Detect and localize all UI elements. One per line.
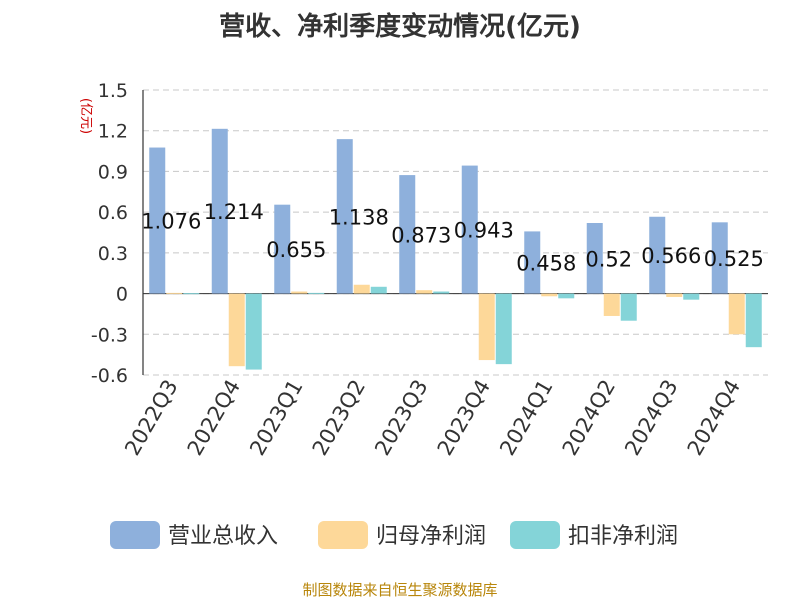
- bar-2023Q2-series-2: [353, 284, 370, 294]
- y-tick-label: 0.3: [98, 243, 128, 265]
- bar-2023Q2-series-1: [336, 139, 353, 294]
- x-tick-label: 2022Q4: [183, 376, 245, 460]
- bar-2024Q3-series-1: [649, 216, 666, 294]
- bar-2024Q4-series-2: [728, 293, 745, 335]
- bar-2023Q1-series-3: [308, 292, 325, 294]
- bar-2024Q1-series-2: [541, 293, 558, 297]
- x-tick-label: 2023Q3: [370, 376, 432, 460]
- bar-2023Q3-series-1: [399, 175, 416, 294]
- x-tick-label: 2023Q2: [308, 376, 370, 460]
- bar-2022Q3-series-2: [166, 292, 183, 294]
- y-tick-label: -0.6: [91, 365, 128, 387]
- bar-2023Q1-series-2: [291, 291, 308, 294]
- data-label: 1.214: [204, 200, 264, 224]
- y-tick-label: 0.6: [98, 202, 128, 224]
- bar-2024Q3-series-2: [666, 293, 683, 297]
- data-label: 0.566: [641, 244, 701, 268]
- data-label: 0.873: [391, 223, 451, 247]
- bar-2023Q4-series-3: [495, 293, 512, 365]
- bar-2022Q4-series-2: [228, 293, 245, 367]
- data-label: 0.655: [266, 238, 326, 262]
- y-axis-unit-label: (亿元): [78, 98, 93, 134]
- bar-2024Q4-series-1: [711, 222, 728, 294]
- bar-2024Q2-series-2: [603, 293, 620, 316]
- x-tick-label: 2024Q1: [495, 376, 557, 460]
- y-tick-label: 0: [116, 284, 128, 306]
- bar-2023Q4-series-1: [461, 165, 478, 294]
- x-tick-label: 2024Q2: [558, 376, 620, 460]
- bar-2022Q4-series-3: [245, 293, 262, 370]
- bar-2024Q2-series-3: [620, 293, 637, 321]
- bar-2023Q1-series-1: [274, 204, 291, 294]
- data-label: 1.076: [141, 210, 201, 234]
- chart-title: 营收、净利季度变动情况(亿元): [219, 12, 581, 42]
- bar-2024Q3-series-3: [683, 293, 700, 300]
- data-label: 0.458: [516, 251, 576, 275]
- bar-2024Q2-series-1: [586, 223, 603, 294]
- bar-2022Q4-series-1: [211, 128, 228, 294]
- legend-swatch-3: [510, 521, 560, 549]
- legend-label-2: 归母净利润: [376, 524, 486, 549]
- y-tick-label: 1.5: [98, 80, 128, 102]
- bar-2023Q2-series-3: [370, 286, 387, 294]
- legend-label-3: 扣非净利润: [568, 524, 678, 549]
- bar-2023Q3-series-3: [433, 291, 450, 294]
- bar-2022Q3-series-1: [149, 147, 166, 294]
- x-tick-label: 2023Q1: [245, 376, 307, 460]
- x-tick-label: 2023Q4: [433, 376, 495, 460]
- bar-2024Q1-series-3: [558, 293, 575, 299]
- bar-2024Q1-series-1: [524, 231, 541, 294]
- x-tick-label: 2024Q4: [683, 376, 745, 460]
- bar-2023Q3-series-2: [416, 290, 433, 294]
- x-tick-label: 2022Q3: [120, 376, 182, 460]
- data-label: 1.138: [329, 205, 389, 229]
- source-note: 制图数据来自恒生聚源数据库: [302, 581, 498, 599]
- legend-swatch-1: [110, 521, 160, 549]
- bar-2023Q4-series-2: [478, 293, 495, 361]
- y-tick-label: -0.3: [91, 324, 128, 346]
- y-tick-label: 0.9: [98, 161, 128, 183]
- data-label: 0.525: [704, 247, 764, 271]
- y-tick-label: 1.2: [98, 121, 128, 143]
- bar-2022Q3-series-3: [183, 293, 200, 295]
- legend-label-1: 营业总收入: [168, 524, 278, 549]
- bar-2024Q4-series-3: [745, 293, 762, 348]
- data-label: 0.943: [454, 219, 514, 243]
- x-tick-label: 2024Q3: [620, 376, 682, 460]
- data-label: 0.52: [585, 247, 632, 271]
- legend-swatch-2: [318, 521, 368, 549]
